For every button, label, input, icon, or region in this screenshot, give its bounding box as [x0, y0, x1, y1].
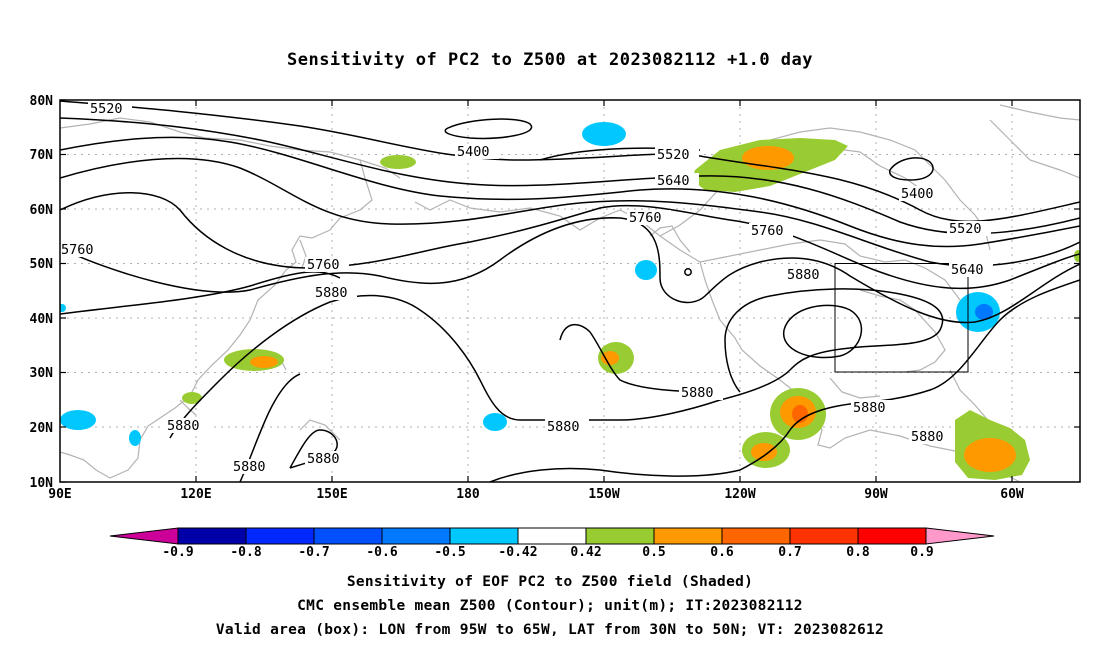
contour-label: 5880: [787, 267, 820, 283]
contour-label: 5400: [901, 186, 934, 202]
lat-label: 80N: [30, 94, 54, 109]
contour-label: 5760: [61, 242, 94, 258]
blob-negative: [483, 413, 507, 431]
lat-label: 20N: [30, 421, 54, 436]
caption-line-2: CMC ensemble mean Z500 (Contour); unit(m…: [297, 598, 803, 614]
blob-positive-mid: [751, 443, 777, 461]
colorbar-label: -0.5: [434, 545, 465, 560]
blob-negative: [60, 304, 66, 312]
lat-label: 40N: [30, 312, 54, 327]
z500-contours: [60, 100, 1080, 482]
lon-label: 60W: [1000, 487, 1024, 502]
colorbar-labels: -0.9 -0.8 -0.7 -0.6 -0.5 -0.42 0.42 0.5 …: [162, 545, 933, 560]
contour-label: 5760: [751, 223, 784, 239]
lon-label: 90W: [864, 487, 888, 502]
lat-label: 60N: [30, 203, 54, 218]
colorbar-segment: [517, 527, 587, 545]
blob-negative: [129, 430, 141, 446]
chart-title: Sensitivity of PC2 to Z500 at 2023082112…: [286, 50, 813, 70]
contour-label: 5760: [629, 210, 662, 226]
contour-label: 5880: [315, 285, 348, 301]
lon-labels: 90E 120E 150E 180 150W 120W 90W 60W: [48, 487, 1024, 502]
colorbar-high-arrow: [925, 527, 995, 545]
contour-label: 5520: [657, 147, 690, 163]
lon-label: 120E: [180, 487, 211, 502]
colorbar-low-arrow: [109, 527, 179, 545]
caption-line-1: Sensitivity of EOF PC2 to Z500 field (Sh…: [346, 574, 754, 590]
contour-label: 5400: [457, 144, 490, 160]
contour-label: 5640: [951, 262, 984, 278]
colorbar-segment: [177, 527, 247, 545]
blob-positive-mid: [601, 351, 619, 365]
contour-label: 5880: [681, 385, 714, 401]
colorbar-label: 0.6: [710, 545, 734, 560]
valid-area-box: [834, 263, 969, 373]
colorbar-segment: [789, 527, 859, 545]
blob-negative: [635, 260, 657, 280]
colorbar-label: -0.42: [498, 545, 537, 560]
lon-label: 90E: [48, 487, 71, 502]
colorbar-label: 0.8: [846, 545, 870, 560]
colorbar-label: -0.9: [162, 545, 193, 560]
colorbar-label: -0.8: [230, 545, 261, 560]
contour-label: 5640: [657, 173, 690, 189]
lon-label: 180: [456, 487, 480, 502]
sensitivity-shading: [60, 122, 1080, 480]
colorbar-label: 0.5: [642, 545, 665, 560]
blob-positive: [182, 392, 202, 404]
colorbar-label: 0.9: [910, 545, 933, 560]
lat-label: 50N: [30, 257, 54, 272]
colorbar-label: -0.7: [298, 545, 329, 560]
contour-label: 5880: [911, 429, 944, 445]
colorbar: [109, 527, 995, 545]
blob-positive-mid: [964, 438, 1016, 472]
colorbar-label: -0.6: [366, 545, 397, 560]
blob-positive-mid: [250, 356, 278, 368]
colorbar-label: 0.42: [570, 545, 601, 560]
colorbar-segment: [585, 527, 655, 545]
axis-ticks: [60, 99, 1080, 483]
contour-label: 5520: [90, 101, 123, 117]
blob-negative: [582, 122, 626, 146]
colorbar-segment: [313, 527, 383, 545]
blob-positive: [380, 155, 416, 169]
contour-label: 5880: [167, 418, 200, 434]
colorbar-segment: [449, 527, 519, 545]
lat-label: 10N: [30, 476, 54, 491]
contour-labels: 5520 5400 5520 5640 5400 5520 5760 5760 …: [60, 101, 993, 475]
colorbar-segment: [721, 527, 791, 545]
colorbar-label: 0.7: [778, 545, 801, 560]
lat-labels: 80N 70N 60N 50N 40N 30N 20N 10N: [30, 94, 54, 491]
blob-negative: [60, 410, 96, 430]
contour-label: 5760: [307, 257, 340, 273]
caption-line-3: Valid area (box): LON from 95W to 65W, L…: [215, 622, 885, 638]
lat-label: 30N: [30, 366, 54, 381]
contour-label: 5880: [547, 419, 580, 435]
colorbar-segment: [653, 527, 723, 545]
colorbar-segment: [245, 527, 315, 545]
contour-label: 5880: [853, 400, 886, 416]
lon-label: 150E: [316, 487, 347, 502]
lon-label: 150W: [588, 487, 619, 502]
colorbar-segment: [381, 527, 451, 545]
lon-label: 120W: [724, 487, 755, 502]
map-frame: [59, 99, 1081, 483]
blob-positive: [1074, 250, 1080, 262]
contour-label: 5520: [949, 221, 982, 237]
blob-negative-strong: [975, 304, 993, 320]
contour-label: 5880: [307, 451, 340, 467]
colorbar-segment: [857, 527, 927, 545]
lat-label: 70N: [30, 148, 54, 163]
contour-label: 5880: [233, 459, 266, 475]
